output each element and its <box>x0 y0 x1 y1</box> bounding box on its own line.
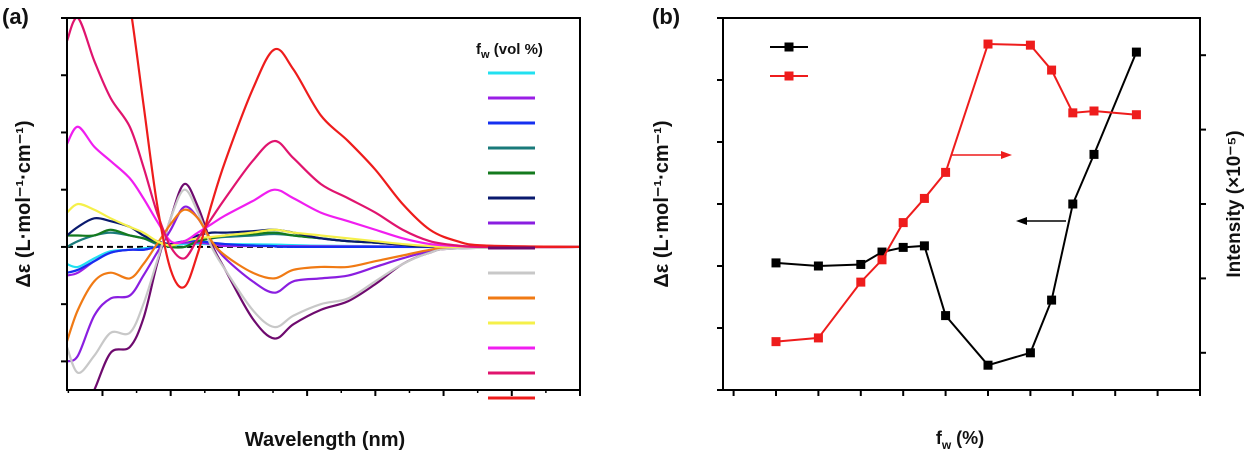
series-line-FL <box>775 43 1137 343</box>
panel-b-ylabel-right: Intensity (×10⁻⁵) <box>1224 130 1244 277</box>
marker-CD <box>983 360 993 370</box>
legend-marker-FL <box>784 71 794 81</box>
marker-CD <box>1068 199 1078 209</box>
series-line-93.5 <box>67 202 580 249</box>
marker-CD <box>898 242 908 252</box>
marker-FL <box>856 277 866 287</box>
marker-CD <box>919 241 929 251</box>
marker-CD <box>856 259 866 269</box>
marker-CD <box>813 261 823 271</box>
marker-FL <box>919 193 929 203</box>
marker-CD <box>1025 348 1035 358</box>
marker-CD <box>877 247 887 257</box>
series-line-95 <box>67 18 580 260</box>
panel-b-label: (b) <box>652 4 680 29</box>
series-line-97 <box>130 18 580 289</box>
panel-a-ylabel: Δε (L·mol⁻¹·cm⁻¹) <box>13 120 35 287</box>
series-line-CD <box>775 51 1138 367</box>
panel-a-legend-title: fw (vol %) <box>476 41 543 61</box>
marker-CD <box>941 311 951 321</box>
plot-frame <box>66 17 581 391</box>
marker-CD <box>771 258 781 268</box>
marker-FL <box>877 255 887 265</box>
marker-FL <box>1068 108 1078 118</box>
legend-marker-CD <box>784 42 794 52</box>
panel-b: (b) fw (%) Δε (L·mol⁻¹·cm⁻¹) Intensity (… <box>651 4 1244 452</box>
marker-FL <box>1047 65 1057 75</box>
panel-a-xlabel: Wavelength (nm) <box>245 429 405 451</box>
series-line-92 <box>67 188 580 374</box>
marker-FL <box>898 218 908 228</box>
panel-a: (a) Wavelength (nm) Δε (L·mol⁻¹·cm⁻¹) fw… <box>2 4 581 451</box>
series-line-93 <box>67 208 580 342</box>
marker-FL <box>1089 106 1099 116</box>
arrowhead-right-icon <box>1001 151 1012 159</box>
marker-FL <box>941 167 951 177</box>
series-line-88 <box>67 205 580 363</box>
panel-a-label: (a) <box>2 4 29 29</box>
panel-b-ylabel: Δε (L·mol⁻¹·cm⁻¹) <box>651 120 673 287</box>
marker-CD <box>1089 149 1099 159</box>
arrowhead-left-icon <box>1016 217 1027 225</box>
marker-FL <box>1131 110 1141 120</box>
marker-FL <box>771 337 781 347</box>
marker-FL <box>983 39 993 49</box>
marker-CD <box>1131 47 1141 57</box>
marker-CD <box>1047 295 1057 305</box>
marker-FL <box>1025 40 1035 50</box>
series-line-94 <box>67 125 580 249</box>
panel-b-xlabel: fw (%) <box>936 428 984 452</box>
series-line-90 <box>93 182 580 390</box>
series-line-87 <box>67 216 580 249</box>
series-lines <box>67 18 580 390</box>
marker-FL <box>813 333 823 343</box>
